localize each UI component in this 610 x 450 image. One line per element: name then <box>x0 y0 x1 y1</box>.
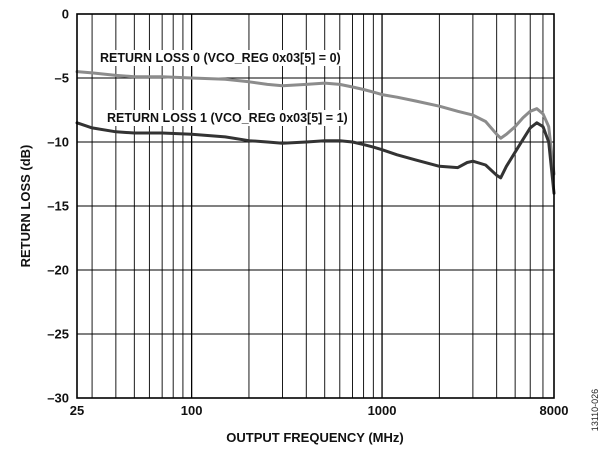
y-tick-label: –5 <box>55 71 69 86</box>
y-tick-label: –15 <box>47 199 69 214</box>
plot-frame <box>76 13 555 399</box>
x-axis-title: OUTPUT FREQUENCY (MHz) <box>226 430 403 445</box>
series-label-background <box>97 50 344 66</box>
x-tick-label: 8000 <box>540 403 569 418</box>
y-axis-title: RETURN LOSS (dB) <box>18 145 33 268</box>
grid <box>77 14 554 398</box>
series-lines <box>75 70 556 195</box>
series-line-0 <box>75 70 556 176</box>
y-tick-label: –25 <box>47 327 69 342</box>
x-tick-label: 25 <box>70 403 84 418</box>
series-label-1: RETURN LOSS 1 (VCO_REG 0x03[5] = 1) <box>107 111 348 125</box>
series-label-0: RETURN LOSS 0 (VCO_REG 0x03[5] = 0) <box>100 51 341 65</box>
y-tick-label: –10 <box>47 135 69 150</box>
x-tick-label: 100 <box>181 403 203 418</box>
x-tick-label: 1000 <box>368 403 397 418</box>
y-tick-label: –30 <box>47 391 69 406</box>
y-tick-label: –20 <box>47 263 69 278</box>
series-label-background <box>104 110 351 126</box>
series-line-1 <box>75 121 556 195</box>
series-labels: RETURN LOSS 0 (VCO_REG 0x03[5] = 0) RETUR… <box>97 50 351 126</box>
y-tick-label: 0 <box>62 7 69 22</box>
figure-id: 13110-026 <box>590 389 600 431</box>
